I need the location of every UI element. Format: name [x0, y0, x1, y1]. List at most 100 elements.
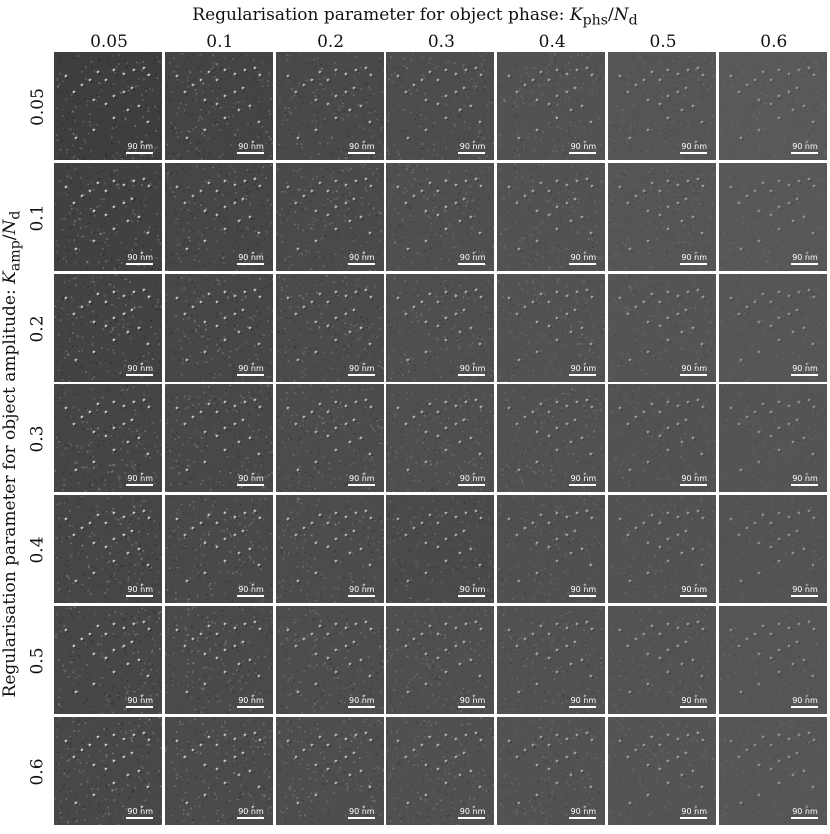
reconstruction-image: 90 nm	[608, 717, 716, 825]
column-axis-subscript-phs: phs	[583, 12, 608, 28]
reconstruction-image: 90 nm	[719, 606, 827, 714]
column-label: 0.6	[719, 31, 829, 53]
scale-bar-label: 90 nm	[349, 696, 375, 705]
scale-bar	[237, 263, 264, 265]
row-label: 0.4	[27, 495, 49, 605]
scale-bar-label: 90 nm	[238, 807, 264, 816]
reconstruction-image: 90 nm	[497, 384, 605, 492]
scale-bar	[126, 817, 153, 819]
reconstruction-image: 90 nm	[386, 717, 494, 825]
scale-bar	[791, 817, 818, 819]
reconstruction-image: 90 nm	[54, 606, 162, 714]
scale-bar-label: 90 nm	[238, 142, 264, 151]
scale-bar	[126, 263, 153, 265]
scale-bar	[458, 595, 485, 597]
scale-bar-label: 90 nm	[681, 696, 707, 705]
reconstruction-image: 90 nm	[54, 163, 162, 271]
scale-bar	[237, 374, 264, 376]
reconstruction-image: 90 nm	[497, 163, 605, 271]
scale-bar-label: 90 nm	[571, 364, 597, 373]
scale-bar-label: 90 nm	[460, 474, 486, 483]
scale-bar	[237, 484, 264, 486]
reconstruction-image: 90 nm	[608, 52, 716, 160]
reconstruction-image: 90 nm	[608, 384, 716, 492]
scale-bar	[791, 595, 818, 597]
scale-bar-label: 90 nm	[127, 807, 153, 816]
reconstruction-image: 90 nm	[54, 274, 162, 382]
scale-bar	[458, 152, 485, 154]
reconstruction-image: 90 nm	[497, 717, 605, 825]
scale-bar-label: 90 nm	[792, 142, 818, 151]
row-axis-title-symbol: K	[0, 271, 20, 284]
scale-bar-label: 90 nm	[127, 253, 153, 262]
reconstruction-image: 90 nm	[165, 163, 273, 271]
scale-bar	[126, 484, 153, 486]
reconstruction-image: 90 nm	[276, 606, 384, 714]
column-label: 0.2	[276, 31, 386, 53]
reconstruction-image: 90 nm	[497, 606, 605, 714]
scale-bar	[680, 484, 707, 486]
scale-bar	[791, 374, 818, 376]
column-axis-title: Regularisation parameter for object phas…	[0, 3, 830, 32]
scale-bar-label: 90 nm	[571, 474, 597, 483]
scale-bar-label: 90 nm	[460, 696, 486, 705]
scale-bar-label: 90 nm	[349, 142, 375, 151]
reconstruction-image: 90 nm	[386, 163, 494, 271]
row-label: 0.1	[27, 163, 49, 273]
reconstruction-image: 90 nm	[719, 717, 827, 825]
scale-bar-label: 90 nm	[127, 696, 153, 705]
scale-bar-label: 90 nm	[681, 364, 707, 373]
scale-bar	[348, 484, 375, 486]
reconstruction-image: 90 nm	[276, 384, 384, 492]
scale-bar-label: 90 nm	[349, 253, 375, 262]
scale-bar	[680, 595, 707, 597]
column-axis-subscript-d: d	[629, 12, 638, 28]
row-label: 0.6	[27, 717, 49, 827]
scale-bar-label: 90 nm	[571, 142, 597, 151]
reconstruction-image: 90 nm	[719, 495, 827, 603]
reconstruction-image: 90 nm	[276, 274, 384, 382]
column-label: 0.1	[165, 31, 275, 53]
row-label-text: 0.2	[28, 315, 48, 342]
scale-bar-label: 90 nm	[571, 585, 597, 594]
scale-bar	[569, 595, 596, 597]
scale-bar-label: 90 nm	[792, 585, 818, 594]
scale-bar-label: 90 nm	[460, 142, 486, 151]
row-label-text: 0.5	[28, 647, 48, 674]
column-label: 0.05	[54, 31, 164, 53]
reconstruction-image: 90 nm	[54, 717, 162, 825]
scale-bar-label: 90 nm	[681, 807, 707, 816]
column-label: 0.4	[497, 31, 607, 53]
scale-bar	[569, 484, 596, 486]
reconstruction-image: 90 nm	[165, 495, 273, 603]
scale-bar	[458, 374, 485, 376]
column-label: 0.5	[608, 31, 718, 53]
scale-bar-label: 90 nm	[681, 474, 707, 483]
reconstruction-image: 90 nm	[165, 606, 273, 714]
scale-bar	[237, 706, 264, 708]
row-axis-title-symbol-n: N	[0, 220, 20, 235]
reconstruction-image: 90 nm	[386, 606, 494, 714]
scale-bar	[458, 706, 485, 708]
scale-bar	[126, 595, 153, 597]
scale-bar-label: 90 nm	[571, 253, 597, 262]
scale-bar	[569, 817, 596, 819]
scale-bar	[680, 152, 707, 154]
reconstruction-image: 90 nm	[276, 163, 384, 271]
reconstruction-image: 90 nm	[165, 384, 273, 492]
row-label: 0.05	[27, 52, 49, 162]
reconstruction-image: 90 nm	[497, 495, 605, 603]
row-label-text: 0.3	[28, 426, 48, 453]
scale-bar	[680, 263, 707, 265]
scale-bar-label: 90 nm	[127, 364, 153, 373]
scale-bar	[791, 152, 818, 154]
scale-bar	[569, 263, 596, 265]
scale-bar-label: 90 nm	[460, 807, 486, 816]
row-label-text: 0.4	[28, 537, 48, 564]
reconstruction-image: 90 nm	[276, 495, 384, 603]
reconstruction-image: 90 nm	[54, 495, 162, 603]
reconstruction-image: 90 nm	[497, 274, 605, 382]
scale-bar-label: 90 nm	[238, 474, 264, 483]
column-axis-title-symbol: K	[570, 5, 583, 25]
reconstruction-image: 90 nm	[719, 52, 827, 160]
